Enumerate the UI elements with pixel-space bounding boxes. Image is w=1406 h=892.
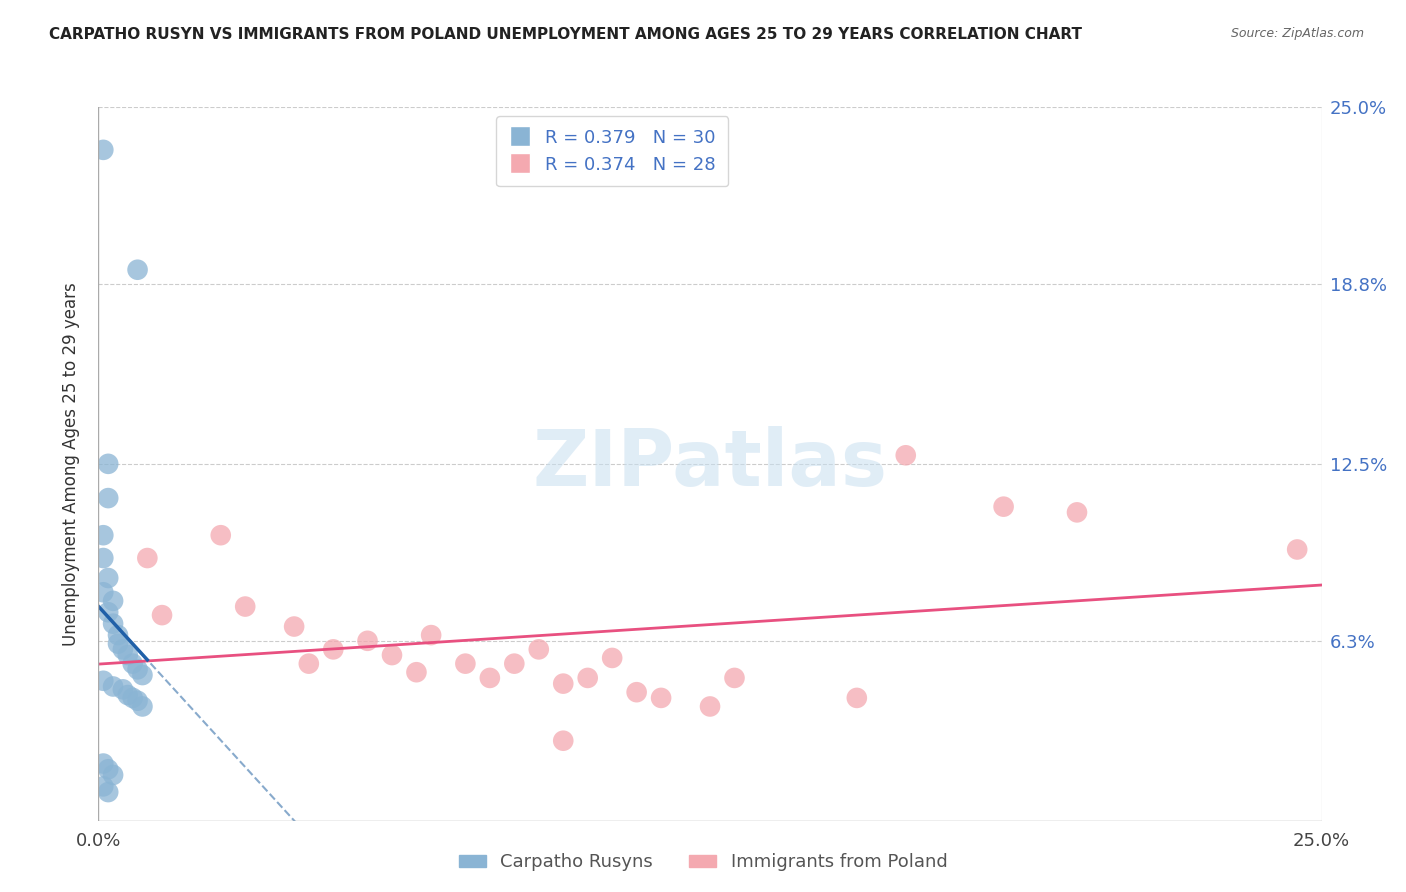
- Point: [650, 690, 672, 705]
- Point: [626, 685, 648, 699]
- Point: [131, 699, 153, 714]
- Point: [107, 637, 129, 651]
- Point: [381, 648, 404, 662]
- Point: [127, 662, 149, 676]
- Point: [454, 657, 477, 671]
- Point: [298, 657, 321, 671]
- Point: [97, 762, 120, 776]
- Point: [993, 500, 1015, 514]
- Text: Source: ZipAtlas.com: Source: ZipAtlas.com: [1230, 27, 1364, 40]
- Point: [97, 785, 120, 799]
- Point: [699, 699, 721, 714]
- Point: [101, 616, 124, 631]
- Point: [97, 605, 120, 619]
- Point: [478, 671, 501, 685]
- Point: [107, 628, 129, 642]
- Point: [121, 690, 143, 705]
- Point: [121, 657, 143, 671]
- Point: [356, 633, 378, 648]
- Point: [553, 733, 575, 747]
- Point: [527, 642, 550, 657]
- Point: [600, 651, 623, 665]
- Legend: Carpatho Rusyns, Immigrants from Poland: Carpatho Rusyns, Immigrants from Poland: [451, 847, 955, 879]
- Point: [101, 680, 124, 694]
- Text: ZIPatlas: ZIPatlas: [533, 425, 887, 502]
- Point: [91, 143, 114, 157]
- Point: [576, 671, 599, 685]
- Point: [91, 756, 114, 771]
- Point: [97, 571, 120, 585]
- Point: [111, 642, 134, 657]
- Point: [405, 665, 427, 680]
- Point: [723, 671, 745, 685]
- Point: [1066, 505, 1088, 519]
- Point: [91, 528, 114, 542]
- Point: [91, 780, 114, 794]
- Point: [894, 448, 917, 462]
- Legend: R = 0.379   N = 30, R = 0.374   N = 28: R = 0.379 N = 30, R = 0.374 N = 28: [496, 116, 728, 186]
- Point: [127, 262, 149, 277]
- Point: [209, 528, 232, 542]
- Point: [101, 768, 124, 782]
- Point: [233, 599, 256, 614]
- Point: [97, 491, 120, 505]
- Point: [131, 668, 153, 682]
- Point: [420, 628, 443, 642]
- Text: CARPATHO RUSYN VS IMMIGRANTS FROM POLAND UNEMPLOYMENT AMONG AGES 25 TO 29 YEARS : CARPATHO RUSYN VS IMMIGRANTS FROM POLAND…: [49, 27, 1083, 42]
- Point: [136, 551, 159, 566]
- Point: [117, 688, 139, 702]
- Point: [845, 690, 868, 705]
- Point: [91, 673, 114, 688]
- Point: [322, 642, 344, 657]
- Point: [127, 694, 149, 708]
- Point: [117, 648, 139, 662]
- Point: [101, 594, 124, 608]
- Point: [503, 657, 526, 671]
- Point: [283, 619, 305, 633]
- Y-axis label: Unemployment Among Ages 25 to 29 years: Unemployment Among Ages 25 to 29 years: [62, 282, 80, 646]
- Point: [1286, 542, 1309, 557]
- Point: [553, 676, 575, 690]
- Point: [91, 551, 114, 566]
- Point: [97, 457, 120, 471]
- Point: [111, 682, 134, 697]
- Point: [150, 608, 173, 623]
- Point: [91, 585, 114, 599]
